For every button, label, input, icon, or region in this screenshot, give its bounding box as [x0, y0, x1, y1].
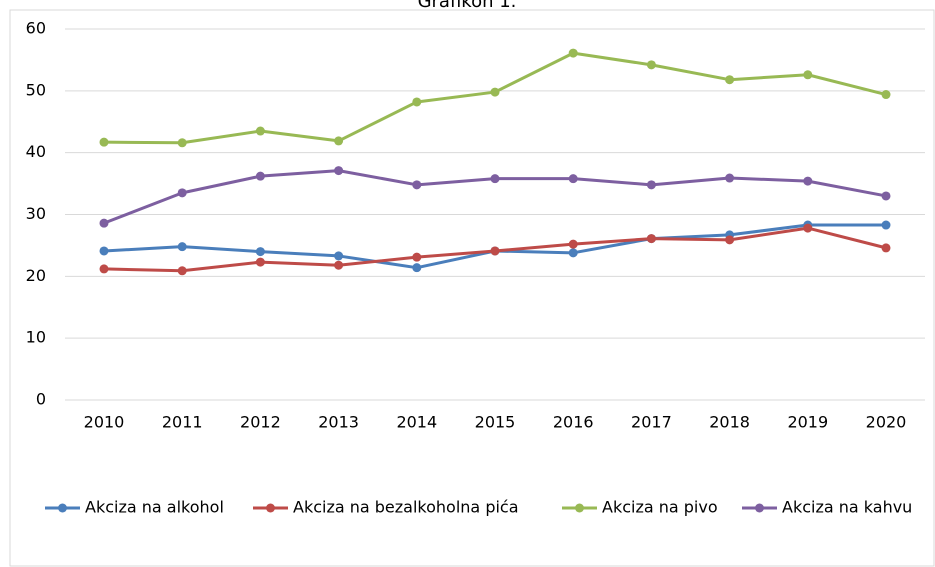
data-point	[568, 48, 578, 58]
data-point	[646, 60, 656, 70]
data-point	[255, 126, 265, 136]
data-point	[646, 180, 656, 190]
x-tick-label: 2012	[240, 413, 281, 432]
x-tick-label: 2018	[709, 413, 750, 432]
data-point	[255, 257, 265, 267]
y-tick-label: 50	[26, 80, 46, 99]
data-point	[334, 136, 344, 146]
y-tick-label: 60	[26, 19, 46, 38]
legend-swatch-dot	[58, 503, 67, 513]
y-tick-label: 10	[26, 328, 46, 347]
data-point	[881, 191, 891, 201]
data-point	[334, 166, 344, 176]
y-tick-label: 20	[26, 266, 46, 285]
x-tick-label: 2019	[787, 413, 828, 432]
data-point	[412, 97, 422, 107]
data-point	[490, 87, 500, 97]
y-tick-label: 0	[36, 390, 46, 409]
legend-swatch-dot	[266, 503, 275, 513]
data-point	[177, 138, 187, 148]
x-tick-label: 2011	[162, 413, 203, 432]
x-tick-label: 2020	[866, 413, 907, 432]
data-point	[255, 247, 265, 257]
data-point	[412, 252, 422, 262]
data-point	[490, 174, 500, 184]
x-tick-label: 2010	[84, 413, 125, 432]
data-point	[725, 75, 735, 85]
legend-swatch-dot	[755, 503, 764, 513]
x-tick-label: 2015	[475, 413, 516, 432]
data-point	[255, 171, 265, 181]
data-point	[99, 137, 109, 147]
data-point	[725, 235, 735, 245]
x-tick-label: 2016	[553, 413, 594, 432]
series-line	[103, 51, 887, 145]
x-tick-label: 2017	[631, 413, 672, 432]
legend-label: Akciza na kahvu	[782, 498, 912, 517]
chart-border	[9, 9, 935, 567]
data-point	[646, 234, 656, 244]
legend-label: Akciza na pivo	[602, 498, 718, 517]
x-tick-label: 2013	[318, 413, 359, 432]
x-tick-label: 2014	[396, 413, 437, 432]
data-point	[99, 218, 109, 228]
data-point	[177, 242, 187, 252]
data-point	[568, 174, 578, 184]
legend-label: Akciza na alkohol	[85, 498, 224, 517]
data-point	[177, 266, 187, 276]
y-tick-label: 40	[26, 142, 46, 161]
data-point	[99, 246, 109, 256]
series-line	[103, 223, 886, 270]
data-point	[803, 176, 813, 186]
data-point	[177, 188, 187, 198]
data-point	[881, 243, 891, 253]
data-point	[803, 70, 813, 80]
legend-label: Akciza na bezalkoholna pića	[293, 498, 519, 517]
data-point	[803, 223, 813, 233]
data-point	[725, 173, 735, 183]
data-point	[568, 248, 578, 258]
data-point	[412, 263, 422, 273]
data-point	[412, 180, 422, 190]
data-point	[99, 264, 109, 274]
data-point	[881, 220, 891, 230]
data-point	[568, 239, 578, 249]
chart-title: Grafikon 1.	[418, 0, 517, 12]
data-point	[881, 90, 891, 100]
data-point	[490, 246, 500, 256]
data-point	[334, 251, 344, 261]
y-tick-label: 30	[26, 204, 46, 223]
data-point	[334, 260, 344, 270]
legend-swatch-dot	[575, 503, 584, 513]
